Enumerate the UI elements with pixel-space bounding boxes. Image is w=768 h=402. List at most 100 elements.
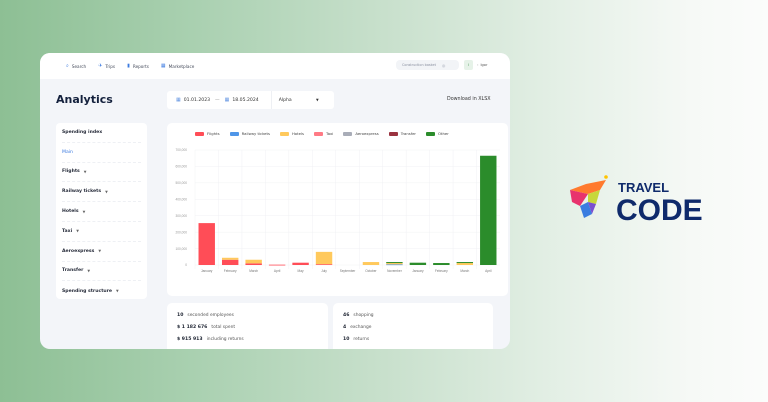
- chart-bar: [292, 262, 309, 265]
- chart-legend: Flights Railway tickets Hotels Taxi Aeroexpr…: [195, 131, 459, 136]
- legend-item[interactable]: Hotels: [279, 131, 304, 136]
- calendar-icon[interactable]: ▦: [176, 97, 181, 103]
- legend-item[interactable]: Transfer: [388, 131, 416, 136]
- sidebar-item-main[interactable]: Main: [62, 143, 141, 163]
- chart-bar: [456, 263, 474, 265]
- chart-bar: [221, 259, 239, 265]
- legend-swatch: [229, 131, 239, 136]
- orders-stats-card: 46 shopping 4 exchange 10 returns: [333, 303, 493, 349]
- chart-bar: [362, 262, 380, 265]
- legend-swatch: [388, 131, 398, 136]
- legend-item[interactable]: Other: [425, 131, 449, 136]
- chart-bar: [221, 257, 239, 260]
- chart-bar: [386, 262, 403, 264]
- expenses-chart-card: 0 100,000 200,000 300,000 400,000 500,000 600,…: [167, 123, 508, 296]
- date-from-input[interactable]: 01.01.2023: [183, 97, 211, 103]
- search-icon: ⌕: [66, 63, 69, 69]
- svg-text:CODE: CODE: [616, 194, 703, 226]
- legend-swatch: [279, 131, 289, 136]
- top-navigation-bar: ⌕ Search ✈ Trips ▮ Reports ▦ Marketplace…: [40, 53, 510, 79]
- chevron-down-icon: ▼: [116, 289, 119, 294]
- sidebar-item-taxi[interactable]: Taxi ▼: [62, 222, 141, 242]
- nav-marketplace[interactable]: ▦ Marketplace: [160, 63, 195, 69]
- svg-text:October: October: [365, 269, 377, 273]
- divider: [270, 91, 272, 109]
- legend-item[interactable]: Aeroexpress: [343, 131, 379, 136]
- svg-text:TRAVEL: TRAVEL: [618, 180, 669, 195]
- legend-item[interactable]: Railway tickets: [229, 131, 270, 136]
- svg-text:January: January: [201, 269, 213, 273]
- svg-text:700,000: 700,000: [175, 148, 187, 152]
- grid-icon: ▦: [160, 63, 166, 69]
- svg-text:0: 0: [185, 263, 187, 267]
- svg-text:March: March: [460, 269, 469, 273]
- svg-text:May: May: [298, 269, 304, 273]
- svg-text:400,000: 400,000: [175, 197, 187, 201]
- svg-text:February: February: [224, 269, 237, 273]
- svg-text:600,000: 600,000: [175, 165, 187, 169]
- logo-bird-icon: TRAVEL CODE: [570, 175, 703, 227]
- legend-swatch: [343, 131, 353, 136]
- stat-exchange: 4 exchange: [343, 324, 372, 330]
- chart-bar: [456, 262, 474, 264]
- svg-text:November: November: [387, 269, 403, 273]
- svg-text:February: February: [435, 269, 448, 273]
- svg-text:300,000: 300,000: [175, 214, 187, 218]
- date-to-input[interactable]: 18.05.2024: [232, 97, 259, 103]
- user-name: Igor: [480, 63, 488, 67]
- svg-text:January: January: [412, 269, 424, 273]
- svg-text:200,000: 200,000: [175, 230, 187, 234]
- chevron-down-icon: ▼: [315, 97, 319, 102]
- svg-text:September: September: [340, 269, 357, 273]
- svg-text:April: April: [274, 269, 281, 273]
- avatar: I: [464, 60, 473, 70]
- stacked-bar-chart: 0 100,000 200,000 300,000 400,000 500,000 600,…: [175, 148, 500, 273]
- download-xlsx-button[interactable]: Download in XLSX: [447, 97, 491, 102]
- chart-bar: [315, 251, 333, 265]
- chevron-down-icon: ▼: [87, 268, 91, 273]
- sidebar-item-spending-index[interactable]: Spending index: [62, 123, 141, 143]
- chart-bar: [433, 263, 450, 265]
- sidebar-item-aeroexpress[interactable]: Aeroexpress ▼: [62, 242, 141, 262]
- stat-seconded-employees: 10 seconded employees: [177, 312, 234, 318]
- app-window: ⌕ Search ✈ Trips ▮ Reports ▦ Marketplace…: [40, 53, 510, 349]
- stat-including-returns: $ 915 913 including returns: [177, 336, 244, 342]
- date-separator: —: [215, 97, 220, 103]
- analytics-sidebar: Spending index Main Flights ▼ Railway tic…: [56, 123, 147, 299]
- nav-reports[interactable]: ▮ Reports: [127, 63, 149, 69]
- nav-trips[interactable]: ✈ Trips: [98, 63, 116, 69]
- svg-text:July: July: [321, 269, 327, 273]
- employee-stats-card: 10 seconded employees $ 1 182 676 total sp…: [167, 303, 328, 349]
- chart-bar: [245, 263, 262, 265]
- stat-shopping: 46 shopping: [343, 312, 374, 318]
- legend-swatch: [195, 131, 204, 136]
- sidebar-item-transfer[interactable]: Transfer ▼: [62, 262, 141, 282]
- sidebar-item-flights[interactable]: Flights ▼: [62, 163, 141, 183]
- chart-bar: [386, 264, 403, 266]
- legend-item[interactable]: Flights: [195, 131, 220, 136]
- company-select[interactable]: Alpha ▼: [278, 97, 319, 103]
- legend-item[interactable]: Taxi: [314, 131, 333, 136]
- date-range-filter: ▦ 01.01.2023 — ▦ 18.05.2024 Alpha ▼: [167, 91, 334, 109]
- chevron-down-icon: ▼: [76, 229, 79, 234]
- chart-bar: [386, 263, 403, 265]
- chart-bar: [315, 264, 333, 265]
- sidebar-item-railway-tickets[interactable]: Railway tickets ▼: [62, 182, 141, 203]
- user-menu[interactable]: I ‹ Igor: [464, 60, 487, 70]
- chevron-icon: ‹: [477, 63, 479, 67]
- sidebar-item-hotels[interactable]: Hotels ▼: [62, 202, 141, 222]
- stat-returns: 10 returns: [343, 336, 370, 342]
- legend-swatch: [425, 131, 435, 136]
- document-icon: ▮: [127, 63, 130, 69]
- chart-bar: [409, 262, 427, 265]
- calendar-icon[interactable]: ▦: [224, 97, 230, 103]
- sidebar-item-spending-structure[interactable]: Spending structure ▼: [62, 288, 119, 294]
- legend-swatch: [314, 131, 323, 136]
- chevron-down-icon: ▼: [82, 209, 86, 214]
- chart-bar: [198, 223, 215, 265]
- chevron-down-icon: ▼: [83, 169, 87, 174]
- construction-basket-button[interactable]: Construction basket ◎: [396, 60, 459, 70]
- nav-search[interactable]: ⌕ Search: [66, 63, 87, 69]
- page-title: Analytics: [56, 93, 113, 106]
- svg-text:March: March: [249, 269, 258, 273]
